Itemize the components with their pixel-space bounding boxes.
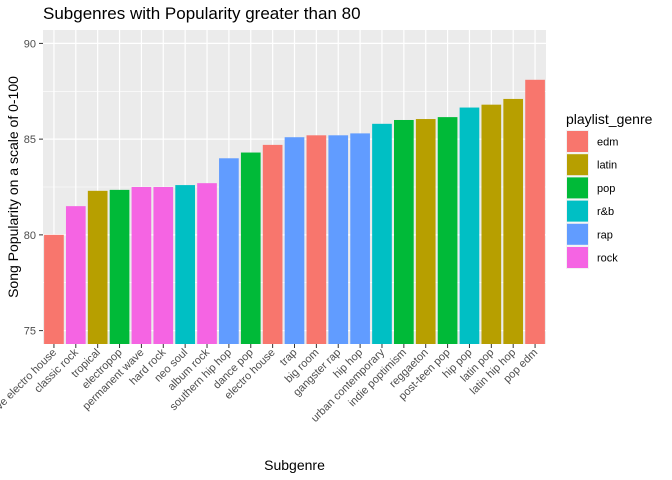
- legend-title: playlist_genre: [566, 111, 653, 127]
- bar: [525, 79, 545, 344]
- bar: [175, 185, 195, 344]
- y-axis-title: Song Popularity on a scale of 0-100: [5, 76, 21, 298]
- bar: [240, 152, 261, 344]
- chart-title: Subgenres with Popularity greater than 8…: [43, 4, 361, 23]
- legend-swatch: [567, 154, 588, 176]
- legend-label: rap: [597, 229, 613, 241]
- bars: [44, 79, 545, 345]
- legend-swatch: [567, 247, 588, 268]
- bar: [306, 135, 327, 344]
- bar: [350, 133, 370, 344]
- bar: [328, 135, 349, 344]
- bar: [109, 189, 130, 344]
- bar: [372, 123, 392, 344]
- bar: [87, 190, 108, 344]
- bar: [503, 98, 524, 345]
- legend-label: rock: [597, 253, 618, 265]
- bar: [262, 144, 283, 344]
- legend: playlist_genre edm latin pop r&b rap rock: [566, 111, 653, 269]
- y-tick-label: 80: [24, 230, 36, 242]
- legend-swatch: [567, 223, 588, 245]
- legend-swatch: [567, 131, 588, 152]
- legend-swatch: [567, 200, 588, 222]
- bar: [394, 119, 414, 344]
- bar: [197, 183, 217, 344]
- bar: [153, 187, 174, 344]
- bar: [415, 119, 436, 344]
- legend-label: edm: [597, 137, 618, 149]
- bar: [437, 117, 458, 345]
- legend-label: latin: [597, 160, 617, 172]
- bar: [65, 206, 86, 344]
- x-tick-label: progressive electro house: [0, 347, 59, 445]
- bar: [284, 137, 305, 344]
- y-tick-label: 90: [24, 38, 36, 50]
- bar: [44, 234, 64, 344]
- y-tick-label: 75: [24, 326, 36, 338]
- bar: [131, 187, 152, 344]
- bar: [459, 107, 480, 344]
- legend-swatch: [567, 177, 588, 199]
- bar: [481, 104, 502, 344]
- legend-label: r&b: [597, 206, 614, 218]
- bar: [219, 158, 239, 344]
- y-axis: 75 80 85 90: [24, 38, 43, 338]
- legend-label: pop: [597, 183, 615, 195]
- y-tick-label: 85: [24, 134, 36, 146]
- x-axis-title: Subgenre: [264, 457, 325, 473]
